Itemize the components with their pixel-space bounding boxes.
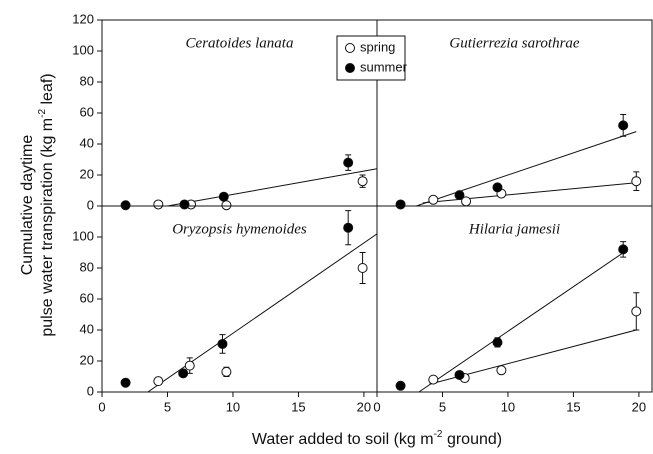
point xyxy=(357,263,368,273)
panel-title: Gutierrezia sarothrae xyxy=(449,35,579,51)
y-label-part: pulse water transpiration (kg m xyxy=(39,118,56,337)
point xyxy=(618,120,629,131)
panel-title: Ceratoides lanata xyxy=(186,35,294,51)
point xyxy=(454,190,465,201)
point xyxy=(153,199,164,210)
x-tick-label: 15 xyxy=(291,399,305,414)
x-tick-label: 0 xyxy=(373,399,380,414)
legend-marker xyxy=(345,43,355,53)
x-tick-label: 20 xyxy=(632,399,646,414)
y-tick-label: 20 xyxy=(80,352,94,367)
y-tick-label: 120 xyxy=(72,11,94,26)
point xyxy=(120,377,131,388)
point xyxy=(631,306,642,317)
y-tick-label: 80 xyxy=(80,73,94,88)
y-tick-label: 60 xyxy=(80,290,94,305)
point xyxy=(217,338,228,349)
point xyxy=(428,374,439,385)
y-tick-label: 20 xyxy=(80,166,94,181)
y-tick-label: 0 xyxy=(87,383,94,398)
y-tick-label: 100 xyxy=(72,228,94,243)
y-axis-label: pulse water transpiration (kg m-2 leaf) xyxy=(37,73,56,336)
point xyxy=(631,176,642,187)
y-label-sup: -2 xyxy=(37,109,48,118)
y-tick-label: 0 xyxy=(87,197,94,212)
point xyxy=(153,376,164,387)
x-label-sup: -2 xyxy=(434,429,443,440)
x-tick-label: 10 xyxy=(501,399,515,414)
x-tick-label: 5 xyxy=(164,399,171,414)
legend-label: summer xyxy=(360,59,408,74)
point xyxy=(454,369,465,380)
y-tick-label: 80 xyxy=(80,259,94,274)
y-tick-label: 40 xyxy=(80,135,94,150)
fit-line xyxy=(416,131,637,207)
panel-title: Hilaria jamesii xyxy=(468,221,560,237)
point xyxy=(618,244,629,255)
panel-title: Oryzopsis hymenoides xyxy=(172,221,307,237)
point xyxy=(221,366,232,377)
point xyxy=(120,200,131,211)
legend-label: spring xyxy=(360,39,395,54)
point xyxy=(218,191,229,202)
x-tick-label: 15 xyxy=(566,399,580,414)
point xyxy=(343,222,354,233)
point xyxy=(357,176,368,187)
point xyxy=(492,337,503,348)
point xyxy=(184,360,195,371)
fit-line xyxy=(418,250,627,393)
point xyxy=(179,199,190,210)
fit-line xyxy=(167,168,378,207)
point xyxy=(221,200,232,211)
x-tick-label: 10 xyxy=(226,399,240,414)
x-label-part: Water added to soil (kg m xyxy=(252,431,434,448)
point xyxy=(395,199,406,210)
point xyxy=(496,365,507,376)
y-label-part: leaf) xyxy=(39,73,56,109)
y-tick-label: 100 xyxy=(72,42,94,57)
y-axis-label: Cumulative daytime xyxy=(19,135,36,276)
point xyxy=(178,368,189,379)
point xyxy=(343,157,354,168)
y-tick-label: 40 xyxy=(80,321,94,336)
y-tick-label: 60 xyxy=(80,104,94,119)
point xyxy=(428,194,439,205)
point xyxy=(395,380,406,391)
panel-frame xyxy=(376,205,653,393)
x-tick-label: 0 xyxy=(98,399,105,414)
x-label-part: ground) xyxy=(443,431,503,448)
x-axis-label: Water added to soil (kg m-2 ground) xyxy=(252,429,502,448)
fit-line xyxy=(147,233,378,393)
legend-marker xyxy=(345,63,355,73)
x-tick-label: 5 xyxy=(439,399,446,414)
point xyxy=(492,182,503,193)
x-tick-label: 20 xyxy=(357,399,371,414)
